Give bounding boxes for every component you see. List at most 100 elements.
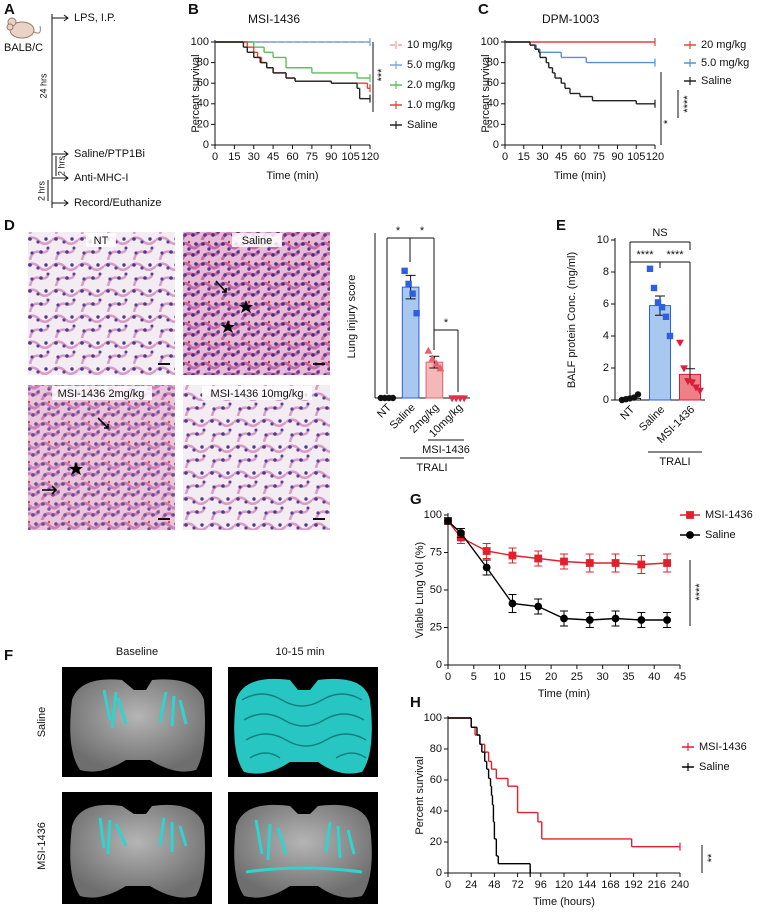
point [585, 616, 594, 624]
x-tick-label: 0 [445, 879, 451, 891]
x-tick-label: 60 [574, 151, 586, 163]
legend-label: 5.0 mg/kg [407, 59, 455, 71]
y-tick-label: 2 [603, 362, 609, 374]
legend-label: 20 mg/kg [701, 39, 746, 51]
step-label: LPS, I.P. [74, 12, 116, 24]
y-tick-label: 100 [424, 509, 442, 521]
point [428, 354, 437, 362]
y-tick-label: 6 [603, 298, 609, 310]
point [482, 547, 491, 555]
significance-label: * [420, 225, 425, 237]
significance-label: * [662, 119, 674, 124]
y-tick-label: 100 [481, 36, 499, 48]
y-tick-label: 60 [430, 774, 442, 786]
group-label: MSI-1436 [422, 444, 470, 456]
x-tick-label: 96 [535, 879, 547, 891]
x-tick-label: 20 [545, 671, 557, 683]
ct-image [62, 667, 212, 777]
y-tick-label: 80 [430, 743, 442, 755]
panel-label: C [478, 1, 489, 18]
y-tick-label: 0 [203, 139, 209, 151]
x-tick-label: 105 [341, 151, 359, 163]
arrow [52, 174, 69, 182]
step-label: Record/Euthanize [74, 197, 161, 209]
x-tick-label: 75 [593, 151, 605, 163]
y-tick-label: 0 [436, 659, 442, 671]
y-tick-label: 25 [430, 621, 442, 633]
arrow [52, 199, 69, 207]
x-tick-label: 90 [325, 151, 337, 163]
arrow [42, 485, 58, 495]
y-axis-label: Viable Lung Vol (%) [414, 542, 426, 638]
y-axis-label: Lung injury score [346, 275, 358, 359]
y-tick-label: 0 [493, 139, 499, 151]
x-tick-label: NT [618, 403, 637, 422]
interval-label: 24 hrs [38, 73, 48, 99]
panel-label: B [188, 1, 199, 18]
y-tick-label: 40 [197, 98, 209, 110]
x-tick-label: 144 [578, 879, 596, 891]
ct-image [228, 667, 378, 777]
x-axis-label: Time (min) [266, 170, 318, 182]
point [611, 559, 620, 567]
image-label: MSI-1436 10mg/kg [211, 388, 304, 400]
x-tick-label: NT [375, 401, 394, 420]
arrow [52, 14, 69, 22]
mouse-icon [6, 17, 41, 39]
x-tick-label: 10 [493, 671, 505, 683]
point [424, 346, 433, 354]
step-label: Saline/PTP1Bi [74, 148, 145, 160]
micrograph [28, 385, 175, 530]
y-axis-label: Percent survival [480, 54, 492, 132]
x-tick-label: 45 [674, 671, 686, 683]
micrograph [183, 232, 330, 375]
chart-title: DPM-1003 [542, 12, 600, 26]
y-tick-label: 20 [487, 118, 499, 130]
x-tick-label: 30 [597, 671, 609, 683]
imaging: F Baseline 10-15 min Saline MSI-1436 [4, 646, 378, 904]
x-tick-label: 15 [519, 671, 531, 683]
y-tick-label: 0 [436, 867, 442, 879]
x-tick-label: 0 [212, 151, 218, 163]
significance-label: *** [376, 68, 388, 82]
significance-label: **** [666, 249, 684, 261]
line [447, 520, 668, 621]
point [630, 394, 638, 401]
point [650, 284, 658, 292]
x-tick-label: 48 [488, 879, 500, 891]
point [401, 267, 408, 275]
point [560, 614, 568, 623]
x-tick-label: 0 [502, 151, 508, 163]
x-tick-label: 15 [518, 151, 530, 163]
legend-label: Saline [407, 119, 438, 131]
y-tick-label: 50 [430, 584, 442, 596]
step-label: Anti-MHC-I [74, 172, 128, 184]
row-label: MSI-1436 [36, 822, 48, 870]
point [413, 310, 420, 317]
column-label: 10-15 min [276, 646, 325, 658]
histology: D NT Saline MSI-1436 2mg/kg MSI-1436 10m… [4, 217, 330, 530]
significance-label: **** [682, 95, 694, 113]
panel-label: F [4, 647, 13, 664]
x-tick-label: 120 [555, 879, 573, 891]
significance-label: **** [636, 249, 654, 261]
ct-image [228, 792, 378, 904]
x-axis-label: Time (min) [554, 170, 606, 182]
x-tick-label: 30 [248, 151, 260, 163]
y-tick-label: 100 [424, 712, 442, 724]
interval-label: 2 hrs [56, 155, 66, 176]
bar [401, 286, 420, 399]
point [482, 563, 491, 572]
legend-label: 2.0 mg/kg [407, 79, 455, 91]
legend-label: 1.0 mg/kg [407, 99, 455, 111]
significance-label: NS [652, 227, 667, 239]
panel-label: D [4, 217, 15, 234]
x-tick-label: 60 [286, 151, 298, 163]
label-bg [232, 233, 282, 247]
legend-label: MSI-1436 [705, 509, 753, 521]
significance-label: * [396, 225, 401, 237]
line [447, 520, 668, 566]
point [508, 599, 517, 608]
y-tick-label: 40 [430, 805, 442, 817]
x-tick-label: 90 [611, 151, 623, 163]
